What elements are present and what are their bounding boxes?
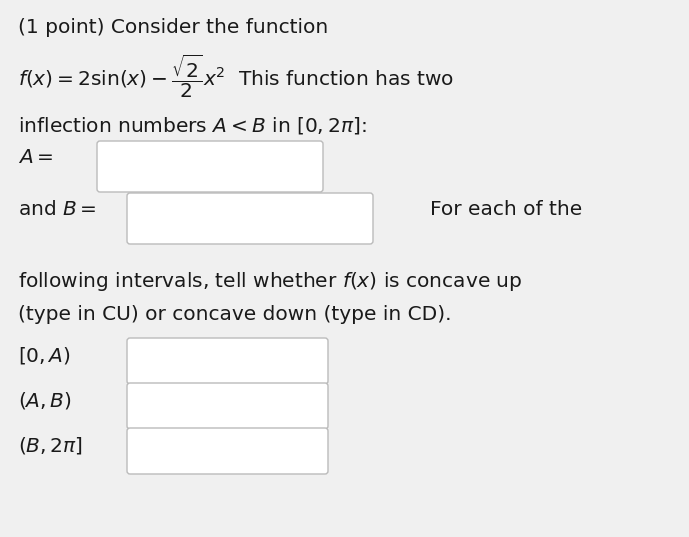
Text: (1 point) Consider the function: (1 point) Consider the function <box>18 18 328 37</box>
Text: $f(x) = 2\sin(x) - \dfrac{\sqrt{2}}{2}x^2$  This function has two: $f(x) = 2\sin(x) - \dfrac{\sqrt{2}}{2}x^… <box>18 52 454 99</box>
Text: (type in CU) or concave down (type in CD).: (type in CU) or concave down (type in CD… <box>18 305 451 324</box>
Text: and $B =$: and $B =$ <box>18 200 96 219</box>
Text: For each of the: For each of the <box>430 200 582 219</box>
FancyBboxPatch shape <box>97 141 323 192</box>
Text: inflection numbers $A < B$ in $[0, 2\pi]$:: inflection numbers $A < B$ in $[0, 2\pi]… <box>18 115 367 136</box>
Text: following intervals, tell whether $f(x)$ is concave up: following intervals, tell whether $f(x)$… <box>18 270 522 293</box>
FancyBboxPatch shape <box>127 338 328 384</box>
Text: $[0, A)$: $[0, A)$ <box>18 345 71 366</box>
Text: $(A, B)$: $(A, B)$ <box>18 390 72 411</box>
FancyBboxPatch shape <box>127 383 328 429</box>
FancyBboxPatch shape <box>127 193 373 244</box>
Text: $(B, 2\pi]$: $(B, 2\pi]$ <box>18 435 83 456</box>
FancyBboxPatch shape <box>127 428 328 474</box>
Text: $A =$: $A =$ <box>18 148 54 167</box>
